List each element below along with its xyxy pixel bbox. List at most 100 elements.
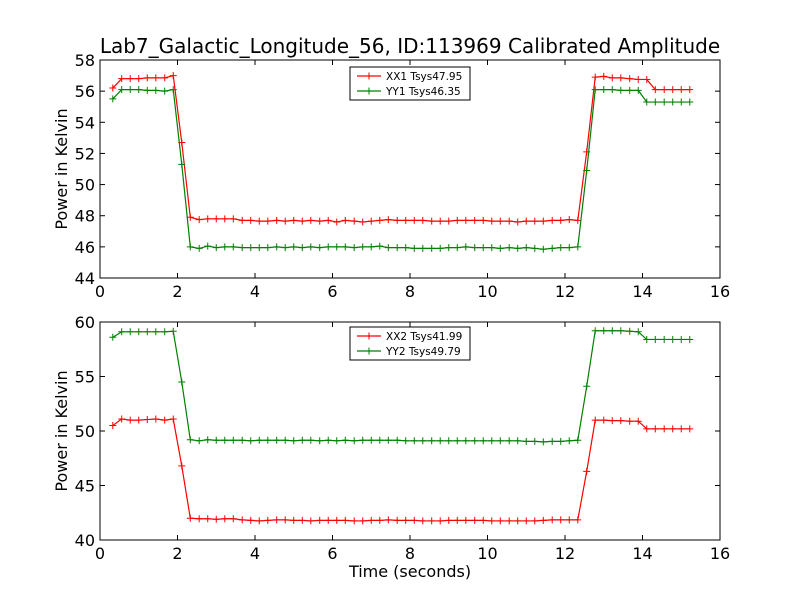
top-data-point bbox=[152, 86, 160, 94]
top-legend: XX1 Tsys47.95 YY1 Tsys46.35 bbox=[349, 66, 471, 101]
bottom-data-point bbox=[626, 327, 634, 335]
bottom-data-point bbox=[514, 437, 522, 445]
bottom-legend-box bbox=[349, 326, 471, 361]
bottom-data-point bbox=[264, 436, 272, 444]
bottom-data-point bbox=[384, 436, 392, 444]
bottom-data-point bbox=[600, 327, 608, 335]
top-series-markers-2 bbox=[109, 86, 694, 253]
top-data-point bbox=[367, 243, 375, 251]
top-panel: Power in Kelvin 0 2 4 6 8 10 12 14 1644464850525… bbox=[52, 51, 730, 301]
top-data-point bbox=[557, 244, 565, 252]
bottom-data-point bbox=[591, 416, 599, 424]
bottom-data-point bbox=[273, 436, 281, 444]
bottom-data-point bbox=[324, 516, 332, 524]
top-data-point bbox=[660, 98, 668, 106]
top-data-point bbox=[488, 244, 496, 252]
top-data-point bbox=[453, 216, 461, 224]
bottom-data-point bbox=[135, 416, 143, 424]
bottom-data-point bbox=[341, 516, 349, 524]
bottom-legend-label: XX2 Tsys41.99 bbox=[386, 331, 462, 343]
bottom-data-point bbox=[169, 415, 177, 423]
top-data-point bbox=[118, 86, 126, 94]
top-data-point bbox=[359, 218, 367, 226]
top-data-point bbox=[565, 244, 573, 252]
bottom-x-tick-label: 0 bbox=[95, 544, 105, 563]
top-data-point bbox=[324, 216, 332, 224]
top-y-tick-label: 46 bbox=[75, 238, 95, 257]
top-data-point bbox=[617, 74, 625, 82]
bottom-data-point bbox=[539, 516, 547, 524]
top-data-point bbox=[514, 218, 522, 226]
bottom-data-point bbox=[402, 516, 410, 524]
top-data-point bbox=[393, 216, 401, 224]
bottom-y-tick-label: 60 bbox=[75, 313, 95, 332]
bottom-data-point bbox=[496, 437, 504, 445]
bottom-data-point bbox=[255, 436, 263, 444]
bottom-data-point bbox=[643, 425, 651, 433]
top-data-point bbox=[496, 244, 504, 252]
bottom-data-point bbox=[488, 517, 496, 525]
bottom-data-point bbox=[608, 327, 616, 335]
top-data-point bbox=[669, 98, 677, 106]
bottom-data-point bbox=[436, 517, 444, 525]
bottom-data-point bbox=[539, 438, 547, 446]
top-data-point bbox=[608, 74, 616, 82]
top-data-point bbox=[514, 244, 522, 252]
bottom-data-point bbox=[350, 517, 358, 525]
top-data-point bbox=[195, 244, 203, 252]
top-data-point bbox=[522, 244, 530, 252]
bottom-data-point bbox=[307, 517, 315, 525]
top-data-point bbox=[229, 243, 237, 251]
top-data-point bbox=[178, 160, 186, 168]
top-data-point bbox=[505, 244, 513, 252]
bottom-data-point bbox=[367, 516, 375, 524]
bottom-data-point bbox=[428, 517, 436, 525]
bottom-data-point bbox=[247, 516, 255, 524]
bottom-data-point bbox=[669, 335, 677, 343]
top-data-point bbox=[195, 216, 203, 224]
bottom-data-point bbox=[264, 516, 272, 524]
top-data-point bbox=[384, 244, 392, 252]
bottom-data-point bbox=[126, 328, 134, 336]
bottom-data-point bbox=[152, 328, 160, 336]
bottom-data-point bbox=[169, 327, 177, 335]
top-data-point bbox=[161, 74, 169, 82]
bottom-data-point bbox=[393, 516, 401, 524]
bottom-data-point bbox=[186, 514, 194, 522]
top-y-axis-label: Power in Kelvin bbox=[52, 108, 71, 229]
top-legend-marker bbox=[365, 72, 373, 80]
bottom-data-point bbox=[186, 436, 194, 444]
bottom-data-point bbox=[651, 335, 659, 343]
top-data-point bbox=[548, 244, 556, 252]
bottom-data-point bbox=[445, 437, 453, 445]
top-data-point bbox=[608, 86, 616, 94]
top-data-point bbox=[686, 98, 694, 106]
bottom-data-point bbox=[307, 436, 315, 444]
bottom-data-point bbox=[341, 436, 349, 444]
top-data-point bbox=[393, 244, 401, 252]
bottom-x-tick-label: 10 bbox=[477, 544, 497, 563]
top-y-tick-label: 44 bbox=[75, 269, 95, 288]
bottom-legend-label: YY2 Tsys49.79 bbox=[385, 346, 461, 358]
top-data-point bbox=[247, 216, 255, 224]
bottom-data-point bbox=[109, 333, 117, 341]
top-data-point bbox=[298, 244, 306, 252]
top-data-point bbox=[212, 215, 220, 223]
top-y-tick-label: 50 bbox=[75, 176, 95, 195]
top-data-point bbox=[557, 216, 565, 224]
top-data-point bbox=[238, 244, 246, 252]
bottom-legend-marker bbox=[365, 347, 373, 355]
bottom-data-point bbox=[626, 417, 634, 425]
top-data-point bbox=[238, 216, 246, 224]
top-data-point bbox=[436, 217, 444, 225]
bottom-y-tick-label: 45 bbox=[75, 477, 95, 496]
top-data-point bbox=[204, 215, 212, 223]
bottom-data-point bbox=[591, 327, 599, 335]
bottom-data-point bbox=[617, 327, 625, 335]
top-data-point bbox=[428, 244, 436, 252]
bottom-data-point bbox=[324, 436, 332, 444]
top-data-point bbox=[273, 243, 281, 251]
bottom-data-point bbox=[229, 515, 237, 523]
top-legend-label: YY1 Tsys46.35 bbox=[385, 86, 461, 98]
